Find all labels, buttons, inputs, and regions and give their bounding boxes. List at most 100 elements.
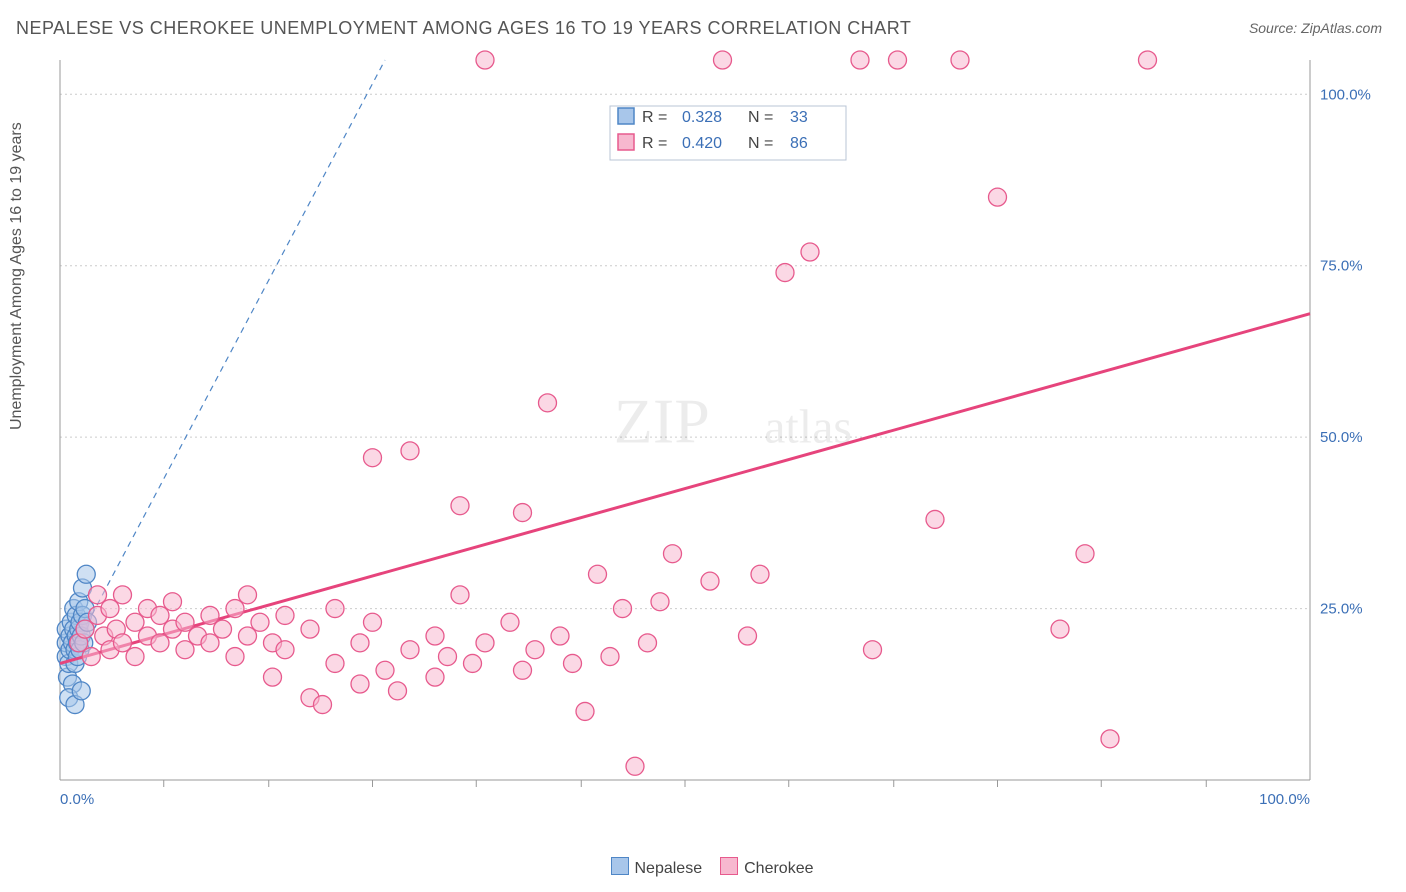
data-point [301, 620, 319, 638]
legend-label: Nepalese [635, 860, 703, 877]
stats-r-value: 0.328 [682, 109, 722, 126]
data-point [201, 634, 219, 652]
data-point [77, 565, 95, 583]
data-point [526, 641, 544, 659]
y-tick-label: 50.0% [1320, 429, 1363, 446]
data-point [476, 634, 494, 652]
watermark: ZIP [614, 386, 710, 457]
data-point [664, 545, 682, 563]
data-point [514, 504, 532, 522]
legend-swatch [611, 857, 629, 875]
data-point [251, 613, 269, 631]
data-point [376, 661, 394, 679]
data-point [1139, 51, 1157, 69]
data-point [351, 634, 369, 652]
data-point [201, 606, 219, 624]
data-point [239, 586, 257, 604]
data-point [364, 613, 382, 631]
y-axis-label: Unemployment Among Ages 16 to 19 years [8, 122, 26, 430]
data-point [226, 600, 244, 618]
data-point [126, 648, 144, 666]
data-point [614, 600, 632, 618]
data-point [114, 586, 132, 604]
stats-r-label: R = [642, 109, 667, 126]
y-tick-label: 25.0% [1320, 601, 1363, 618]
data-point [326, 654, 344, 672]
data-point [989, 188, 1007, 206]
stats-r-label: R = [642, 135, 667, 152]
data-point [514, 661, 532, 679]
data-point [151, 606, 169, 624]
data-point [389, 682, 407, 700]
data-point [326, 600, 344, 618]
data-point [426, 668, 444, 686]
data-point [126, 613, 144, 631]
y-tick-label: 75.0% [1320, 258, 1363, 275]
data-point [651, 593, 669, 611]
stats-r-value: 0.420 [682, 135, 722, 152]
x-tick-label: 100.0% [1259, 791, 1310, 808]
data-point [626, 757, 644, 775]
bottom-legend: Nepalese Cherokee [0, 857, 1406, 878]
data-point [889, 51, 907, 69]
data-point [701, 572, 719, 590]
data-point [576, 702, 594, 720]
y-tick-label: 100.0% [1320, 86, 1371, 103]
legend-label: Cherokee [744, 860, 813, 877]
data-point [501, 613, 519, 631]
trend-line [60, 314, 1310, 664]
x-tick-label: 0.0% [60, 791, 94, 808]
data-point [1076, 545, 1094, 563]
data-point [76, 620, 94, 638]
data-point [176, 613, 194, 631]
data-point [951, 51, 969, 69]
stats-n-value: 33 [790, 109, 808, 126]
data-point [426, 627, 444, 645]
data-point [451, 497, 469, 515]
data-point [276, 606, 294, 624]
data-point [551, 627, 569, 645]
data-point [639, 634, 657, 652]
data-point [776, 264, 794, 282]
stats-n-value: 86 [790, 135, 808, 152]
data-point [926, 510, 944, 528]
data-point [714, 51, 732, 69]
data-point [176, 641, 194, 659]
data-point [589, 565, 607, 583]
stats-n-label: N = [748, 109, 773, 126]
data-point [1051, 620, 1069, 638]
data-point [276, 641, 294, 659]
source-label: Source: ZipAtlas.com [1249, 20, 1382, 36]
data-point [739, 627, 757, 645]
scatter-plot: 25.0%50.0%75.0%100.0%0.0%100.0%ZIPatlasR… [50, 50, 1380, 820]
data-point [1101, 730, 1119, 748]
data-point [476, 51, 494, 69]
data-point [164, 593, 182, 611]
data-point [89, 586, 107, 604]
data-point [364, 449, 382, 467]
data-point [72, 682, 90, 700]
data-point [539, 394, 557, 412]
data-point [239, 627, 257, 645]
data-point [851, 51, 869, 69]
data-point [801, 243, 819, 261]
data-point [351, 675, 369, 693]
trend-line [66, 60, 385, 663]
data-point [451, 586, 469, 604]
data-point [401, 641, 419, 659]
data-point [226, 648, 244, 666]
data-point [864, 641, 882, 659]
data-point [314, 696, 332, 714]
data-point [82, 648, 100, 666]
data-point [564, 654, 582, 672]
data-point [751, 565, 769, 583]
legend-swatch [720, 857, 738, 875]
data-point [214, 620, 232, 638]
data-point [439, 648, 457, 666]
data-point [151, 634, 169, 652]
data-point [114, 634, 132, 652]
chart-title: NEPALESE VS CHEROKEE UNEMPLOYMENT AMONG … [16, 18, 911, 39]
data-point [101, 600, 119, 618]
data-point [464, 654, 482, 672]
data-point [601, 648, 619, 666]
